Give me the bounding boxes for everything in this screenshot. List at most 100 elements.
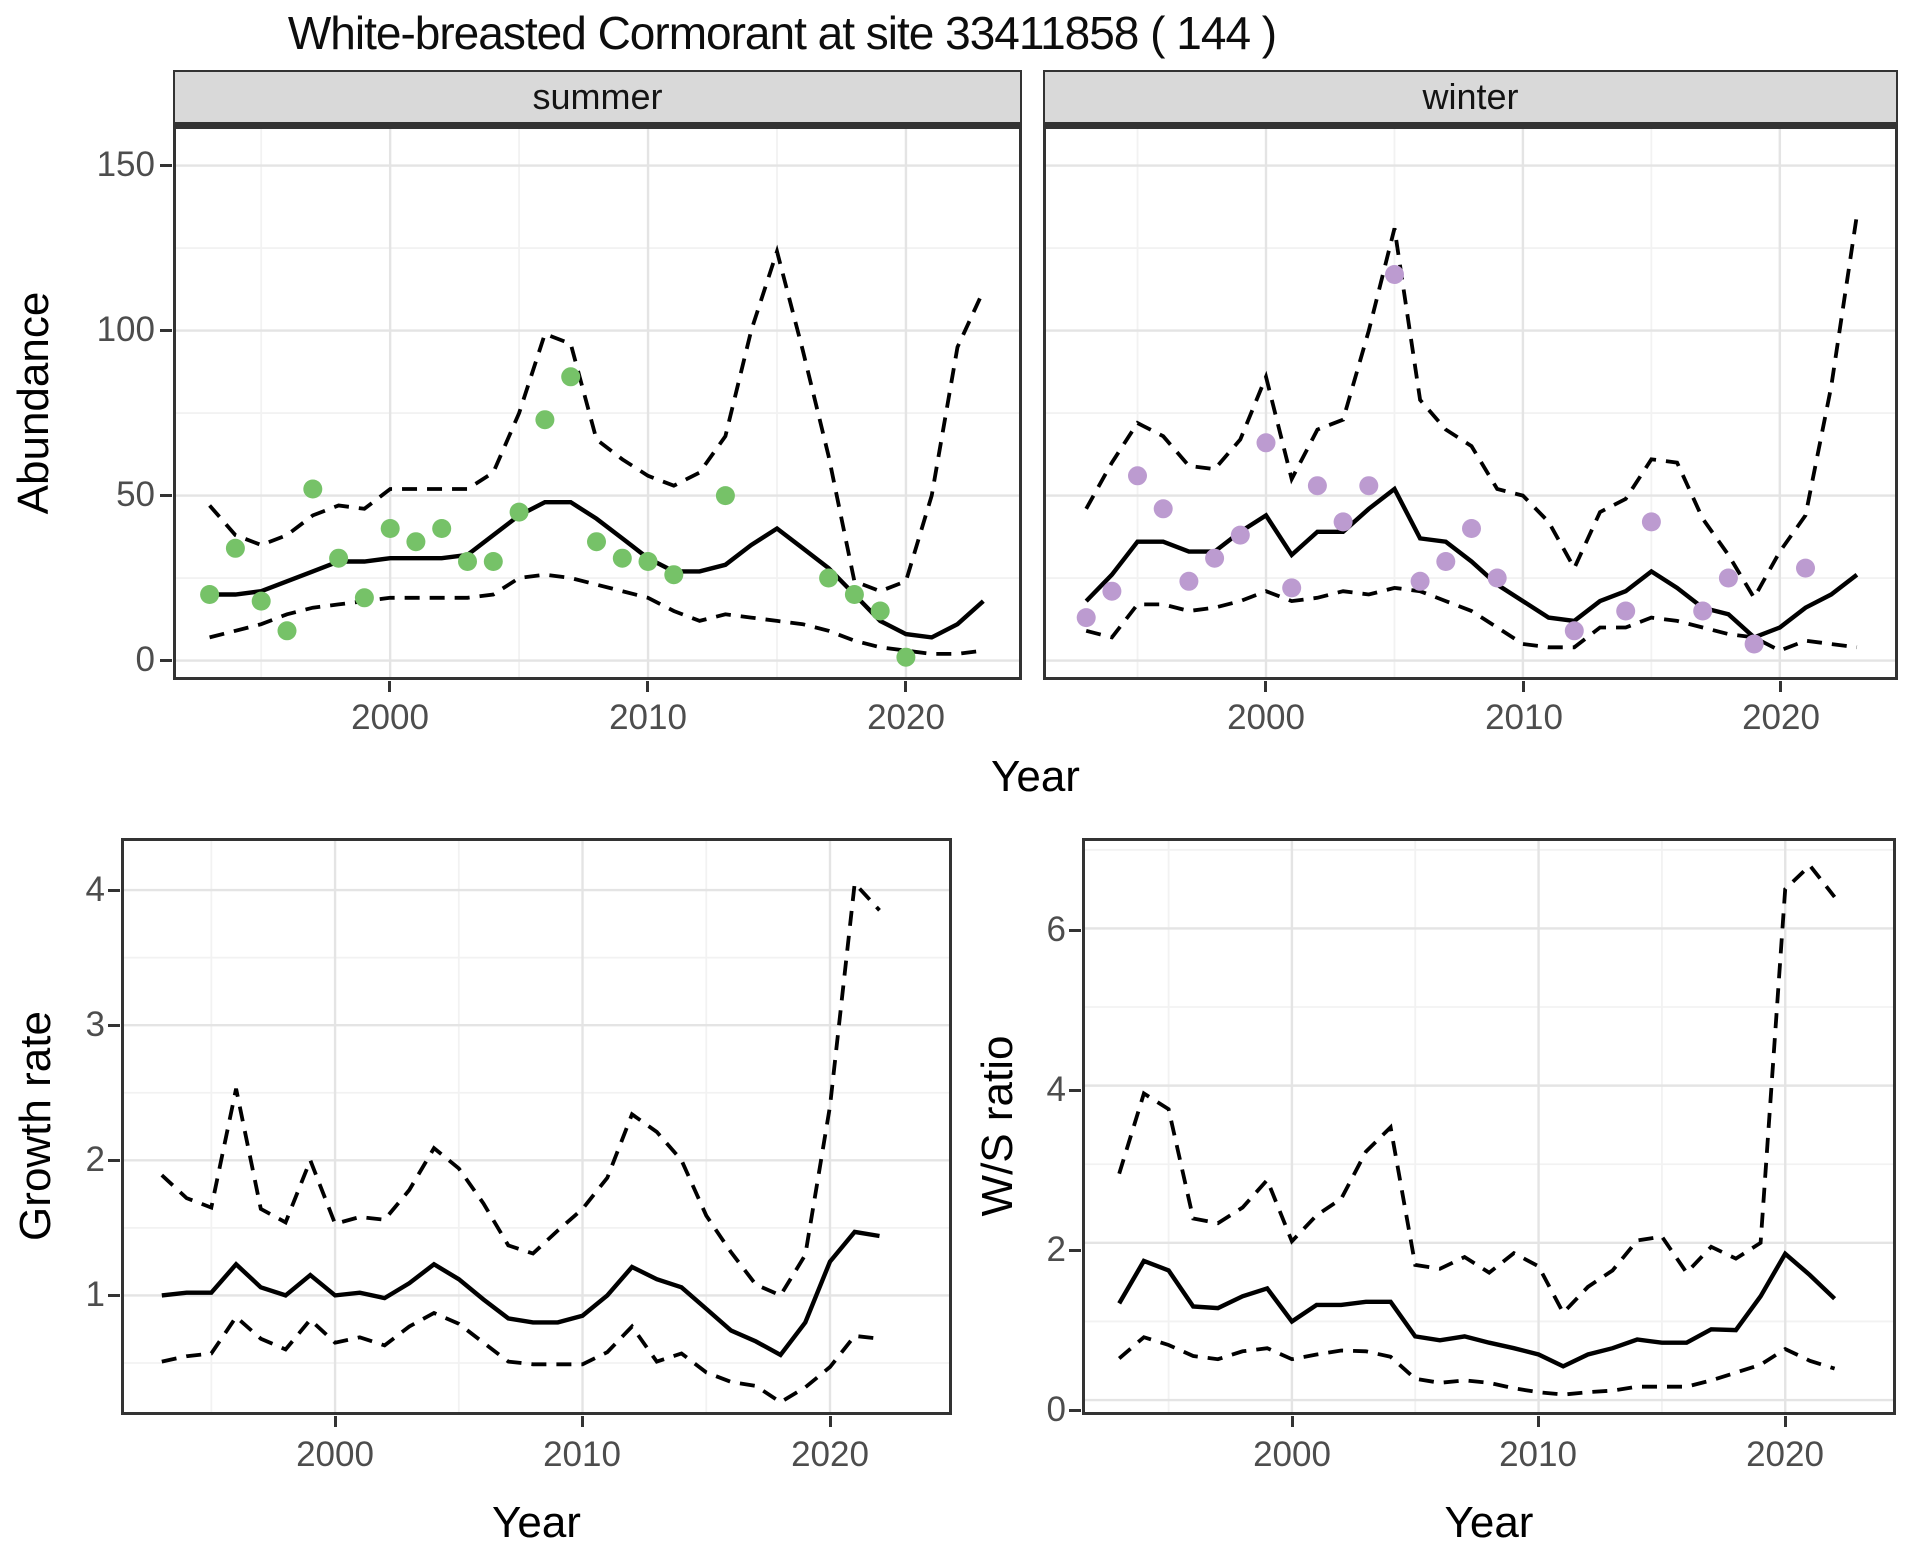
axis-tick (388, 681, 391, 692)
axis-tick (1069, 929, 1081, 932)
data-point (819, 568, 839, 588)
data-point (1462, 519, 1481, 538)
x-tick-label: 2000 (1227, 698, 1305, 737)
data-point (1179, 571, 1199, 591)
y-tick-label: 1 (85, 1274, 105, 1314)
data-point (715, 486, 735, 506)
data-point (870, 601, 890, 621)
figure-title: White-breasted Cormorant at site 3341185… (287, 7, 1277, 59)
chart-canvas (173, 126, 1022, 680)
data-point (1641, 512, 1661, 532)
ws-ratio-x-axis-title: Year (1444, 1498, 1534, 1547)
growth-rate-x-axis-title: Year (492, 1498, 581, 1547)
data-point (1693, 601, 1713, 621)
data-point (1282, 578, 1302, 598)
data-point (1102, 581, 1122, 601)
data-point (1436, 552, 1456, 571)
axis-tick (904, 681, 907, 692)
axis-tick (334, 1416, 337, 1427)
axis-tick (1784, 1416, 1787, 1427)
facet-strip-label: winter (1422, 76, 1519, 117)
x-tick-label: 2000 (296, 1435, 374, 1474)
data-point (1076, 608, 1096, 628)
y-tick-label: 3 (85, 1004, 105, 1044)
data-point (225, 538, 245, 558)
x-tick-label: 2010 (543, 1435, 621, 1474)
y-tick-label: 150 (96, 144, 155, 184)
data-point (587, 532, 606, 552)
median-line (209, 500, 985, 640)
data-point (1153, 499, 1173, 519)
axis-tick (160, 494, 172, 497)
data-point (1564, 621, 1584, 641)
abundance-winter-panel (1043, 126, 1898, 680)
abundance-axis-title: Abundance (9, 291, 58, 515)
y-tick-label: 0 (135, 639, 155, 679)
x-tick-label: 2020 (1746, 1435, 1824, 1474)
axis-tick (1264, 681, 1267, 692)
data-point (896, 647, 916, 667)
data-point (432, 519, 452, 538)
axis-tick (160, 164, 172, 167)
x-tick-label: 2020 (1742, 698, 1820, 737)
ws-ratio-panel (1082, 838, 1896, 1415)
y-tick-label: 4 (1046, 1069, 1066, 1109)
abundance-summer-panel (173, 126, 1022, 680)
x-tick-label: 2000 (351, 698, 429, 737)
data-point (1796, 558, 1815, 578)
axis-tick (1069, 1089, 1081, 1092)
data-point (1718, 568, 1738, 588)
axis-tick (646, 681, 649, 692)
axis-tick (108, 1024, 120, 1027)
median-line (1084, 485, 1859, 640)
panel-border (1082, 838, 1896, 1415)
x-tick-label: 2020 (791, 1435, 869, 1474)
median-line (1117, 1250, 1837, 1369)
data-point (277, 621, 297, 641)
y-tick-label: 2 (85, 1139, 105, 1179)
facet-strip-label: summer (532, 76, 663, 117)
data-point (844, 585, 864, 604)
axis-tick (1069, 1409, 1081, 1412)
data-point (1359, 476, 1379, 496)
data-point (303, 479, 323, 499)
data-point (354, 588, 374, 608)
x-tick-label: 2000 (1253, 1435, 1331, 1474)
axis-tick (1522, 681, 1525, 692)
data-point (458, 552, 477, 571)
median-line (161, 1229, 880, 1358)
data-point (200, 585, 220, 604)
axis-tick (829, 1416, 832, 1427)
axis-tick (108, 1159, 120, 1162)
data-point (1333, 512, 1353, 532)
data-point (483, 552, 503, 571)
y-tick-label: 50 (116, 474, 155, 514)
data-point (509, 502, 529, 522)
y-tick-label: 2 (1046, 1229, 1066, 1269)
data-point (1307, 476, 1327, 496)
chart-canvas (1082, 838, 1896, 1415)
upper_ci-line (208, 244, 986, 594)
chart-canvas (121, 838, 952, 1415)
axis-tick (1291, 1416, 1294, 1427)
y-tick-label: 0 (1046, 1389, 1066, 1429)
data-point (329, 548, 349, 568)
y-tick-label: 6 (1046, 909, 1066, 949)
data-point (1128, 466, 1147, 486)
panel-border (173, 126, 1022, 680)
axis-tick (108, 1294, 120, 1297)
abundance-x-axis-title: Year (991, 752, 1080, 801)
facet-strip-winter: winter (1043, 70, 1898, 126)
x-tick-label: 2020 (867, 698, 945, 737)
axis-tick (108, 889, 120, 892)
data-point (1205, 548, 1225, 568)
data-point (664, 565, 684, 585)
growth-rate-axis-title: Growth rate (11, 1011, 60, 1241)
x-tick-label: 2010 (1485, 698, 1563, 737)
data-point (1487, 568, 1507, 588)
axis-tick (1537, 1416, 1540, 1427)
upper_ci-line (1117, 862, 1837, 1317)
x-tick-label: 2010 (609, 698, 687, 737)
lower_ci-line (1085, 585, 1858, 653)
